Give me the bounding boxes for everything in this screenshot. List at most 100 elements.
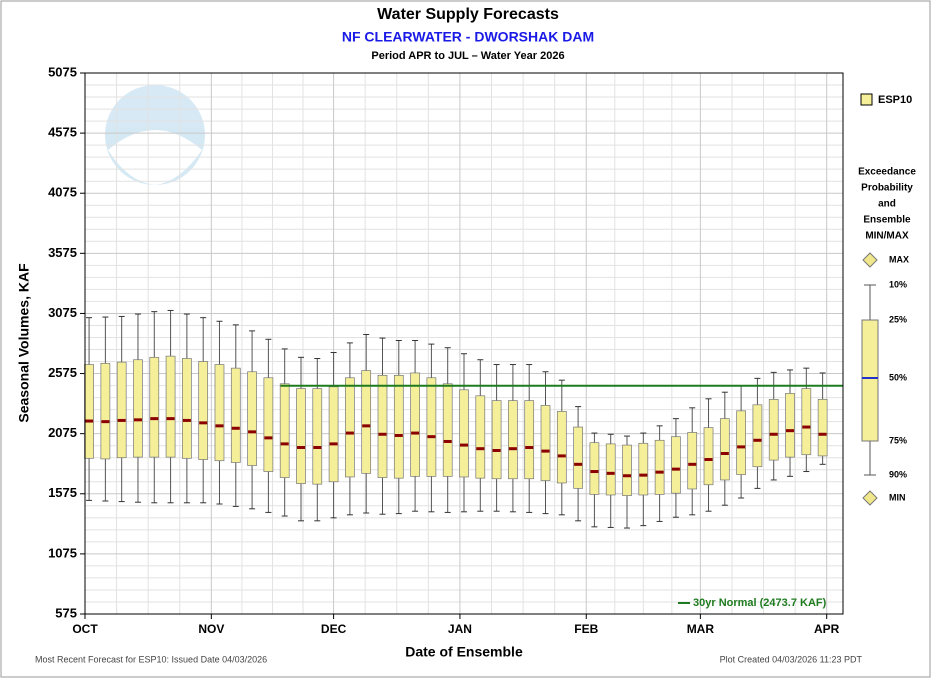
median [802, 425, 811, 429]
x-tick-label: OCT [72, 622, 98, 636]
x-tick-label: FEB [574, 622, 598, 636]
legend-swatch [860, 93, 873, 106]
y-tick-label: 4075 [48, 185, 77, 200]
median [688, 462, 697, 466]
plot-border [84, 72, 844, 615]
box-body [556, 411, 567, 484]
chart-title: Water Supply Forecasts [377, 6, 559, 23]
median [117, 418, 126, 422]
box [279, 348, 290, 517]
y-tick-label: 2575 [48, 365, 77, 380]
median [248, 430, 257, 434]
median [492, 448, 501, 452]
box-body [230, 367, 241, 463]
box-body [719, 418, 730, 481]
box [491, 364, 502, 512]
y-tick-label: 3575 [48, 245, 77, 260]
legend-scale-label: MIN [889, 492, 906, 502]
median [623, 474, 632, 478]
footer-left: Most Recent Forecast for ESP10: Issued D… [35, 654, 267, 664]
box-body [116, 361, 127, 459]
box [312, 358, 323, 522]
median [166, 417, 175, 421]
median [639, 473, 648, 477]
box [703, 398, 714, 512]
box-body [214, 364, 225, 462]
x-tick-label: APR [814, 622, 840, 636]
median [460, 443, 468, 447]
median [786, 429, 795, 433]
legend-scale-label: 75% [889, 435, 907, 445]
median [411, 431, 420, 435]
box [116, 315, 127, 503]
box-body [687, 432, 698, 490]
legend-scale-label: 10% [889, 279, 907, 289]
box [573, 406, 583, 522]
box [785, 369, 795, 477]
x-tick-label: DEC [321, 622, 347, 636]
median [557, 454, 566, 458]
median [231, 426, 240, 430]
box-body [459, 389, 469, 478]
box [817, 372, 828, 465]
legend-title: MIN/MAX [865, 231, 909, 242]
chart-subtitle: NF CLEARWATER - DWORSHAK DAM [342, 29, 594, 45]
box-body [622, 444, 632, 496]
median [655, 470, 664, 474]
box [736, 385, 746, 499]
normal-legend-label: 30yr Normal (2473.7 KAF) [693, 597, 827, 609]
median [737, 445, 746, 449]
legend-title: Probability [861, 183, 913, 194]
y-tick-label: 1075 [48, 545, 77, 560]
median [671, 467, 680, 471]
box [345, 342, 355, 516]
median [264, 436, 273, 440]
box-body [540, 405, 551, 481]
median [394, 433, 403, 437]
median [85, 419, 94, 423]
box-body [393, 375, 404, 479]
y-tick-label: 1575 [48, 485, 77, 500]
legend-scale-label: 25% [889, 314, 907, 324]
median [818, 432, 827, 436]
box [459, 353, 469, 513]
box [638, 432, 649, 527]
box-body [247, 371, 257, 466]
median [362, 424, 371, 428]
box [247, 330, 257, 510]
box [475, 359, 486, 512]
box-body [573, 426, 583, 489]
median [590, 470, 599, 474]
box-body [149, 356, 160, 458]
box-body [377, 375, 388, 478]
box-body [475, 395, 486, 479]
box [361, 333, 372, 514]
legend-scale-label: 90% [889, 469, 907, 479]
box-body [524, 400, 535, 480]
box-body [605, 443, 616, 496]
legend-title: Exceedance [858, 167, 916, 178]
box [230, 324, 241, 507]
legend-title: Ensemble [863, 215, 911, 226]
x-tick-label: MAR [687, 622, 715, 636]
box-body [736, 410, 746, 475]
legend-max-diamond [862, 252, 878, 268]
median [525, 445, 534, 449]
box [622, 435, 632, 529]
median [378, 432, 387, 436]
box-body [817, 399, 828, 457]
box [605, 433, 616, 528]
box [214, 320, 225, 505]
box [133, 313, 143, 503]
box-body [638, 442, 649, 496]
footer-right: Plot Created 04/03/2026 11:23 PDT [720, 654, 863, 664]
box-body [426, 377, 437, 477]
x-tick-label: JAN [448, 622, 472, 636]
legend-scale-label: MAX [889, 254, 909, 264]
median [574, 462, 583, 466]
median [182, 418, 191, 422]
box [687, 407, 698, 516]
box [540, 371, 551, 515]
y-tick-label: 5075 [48, 64, 77, 79]
box-body [801, 388, 812, 456]
